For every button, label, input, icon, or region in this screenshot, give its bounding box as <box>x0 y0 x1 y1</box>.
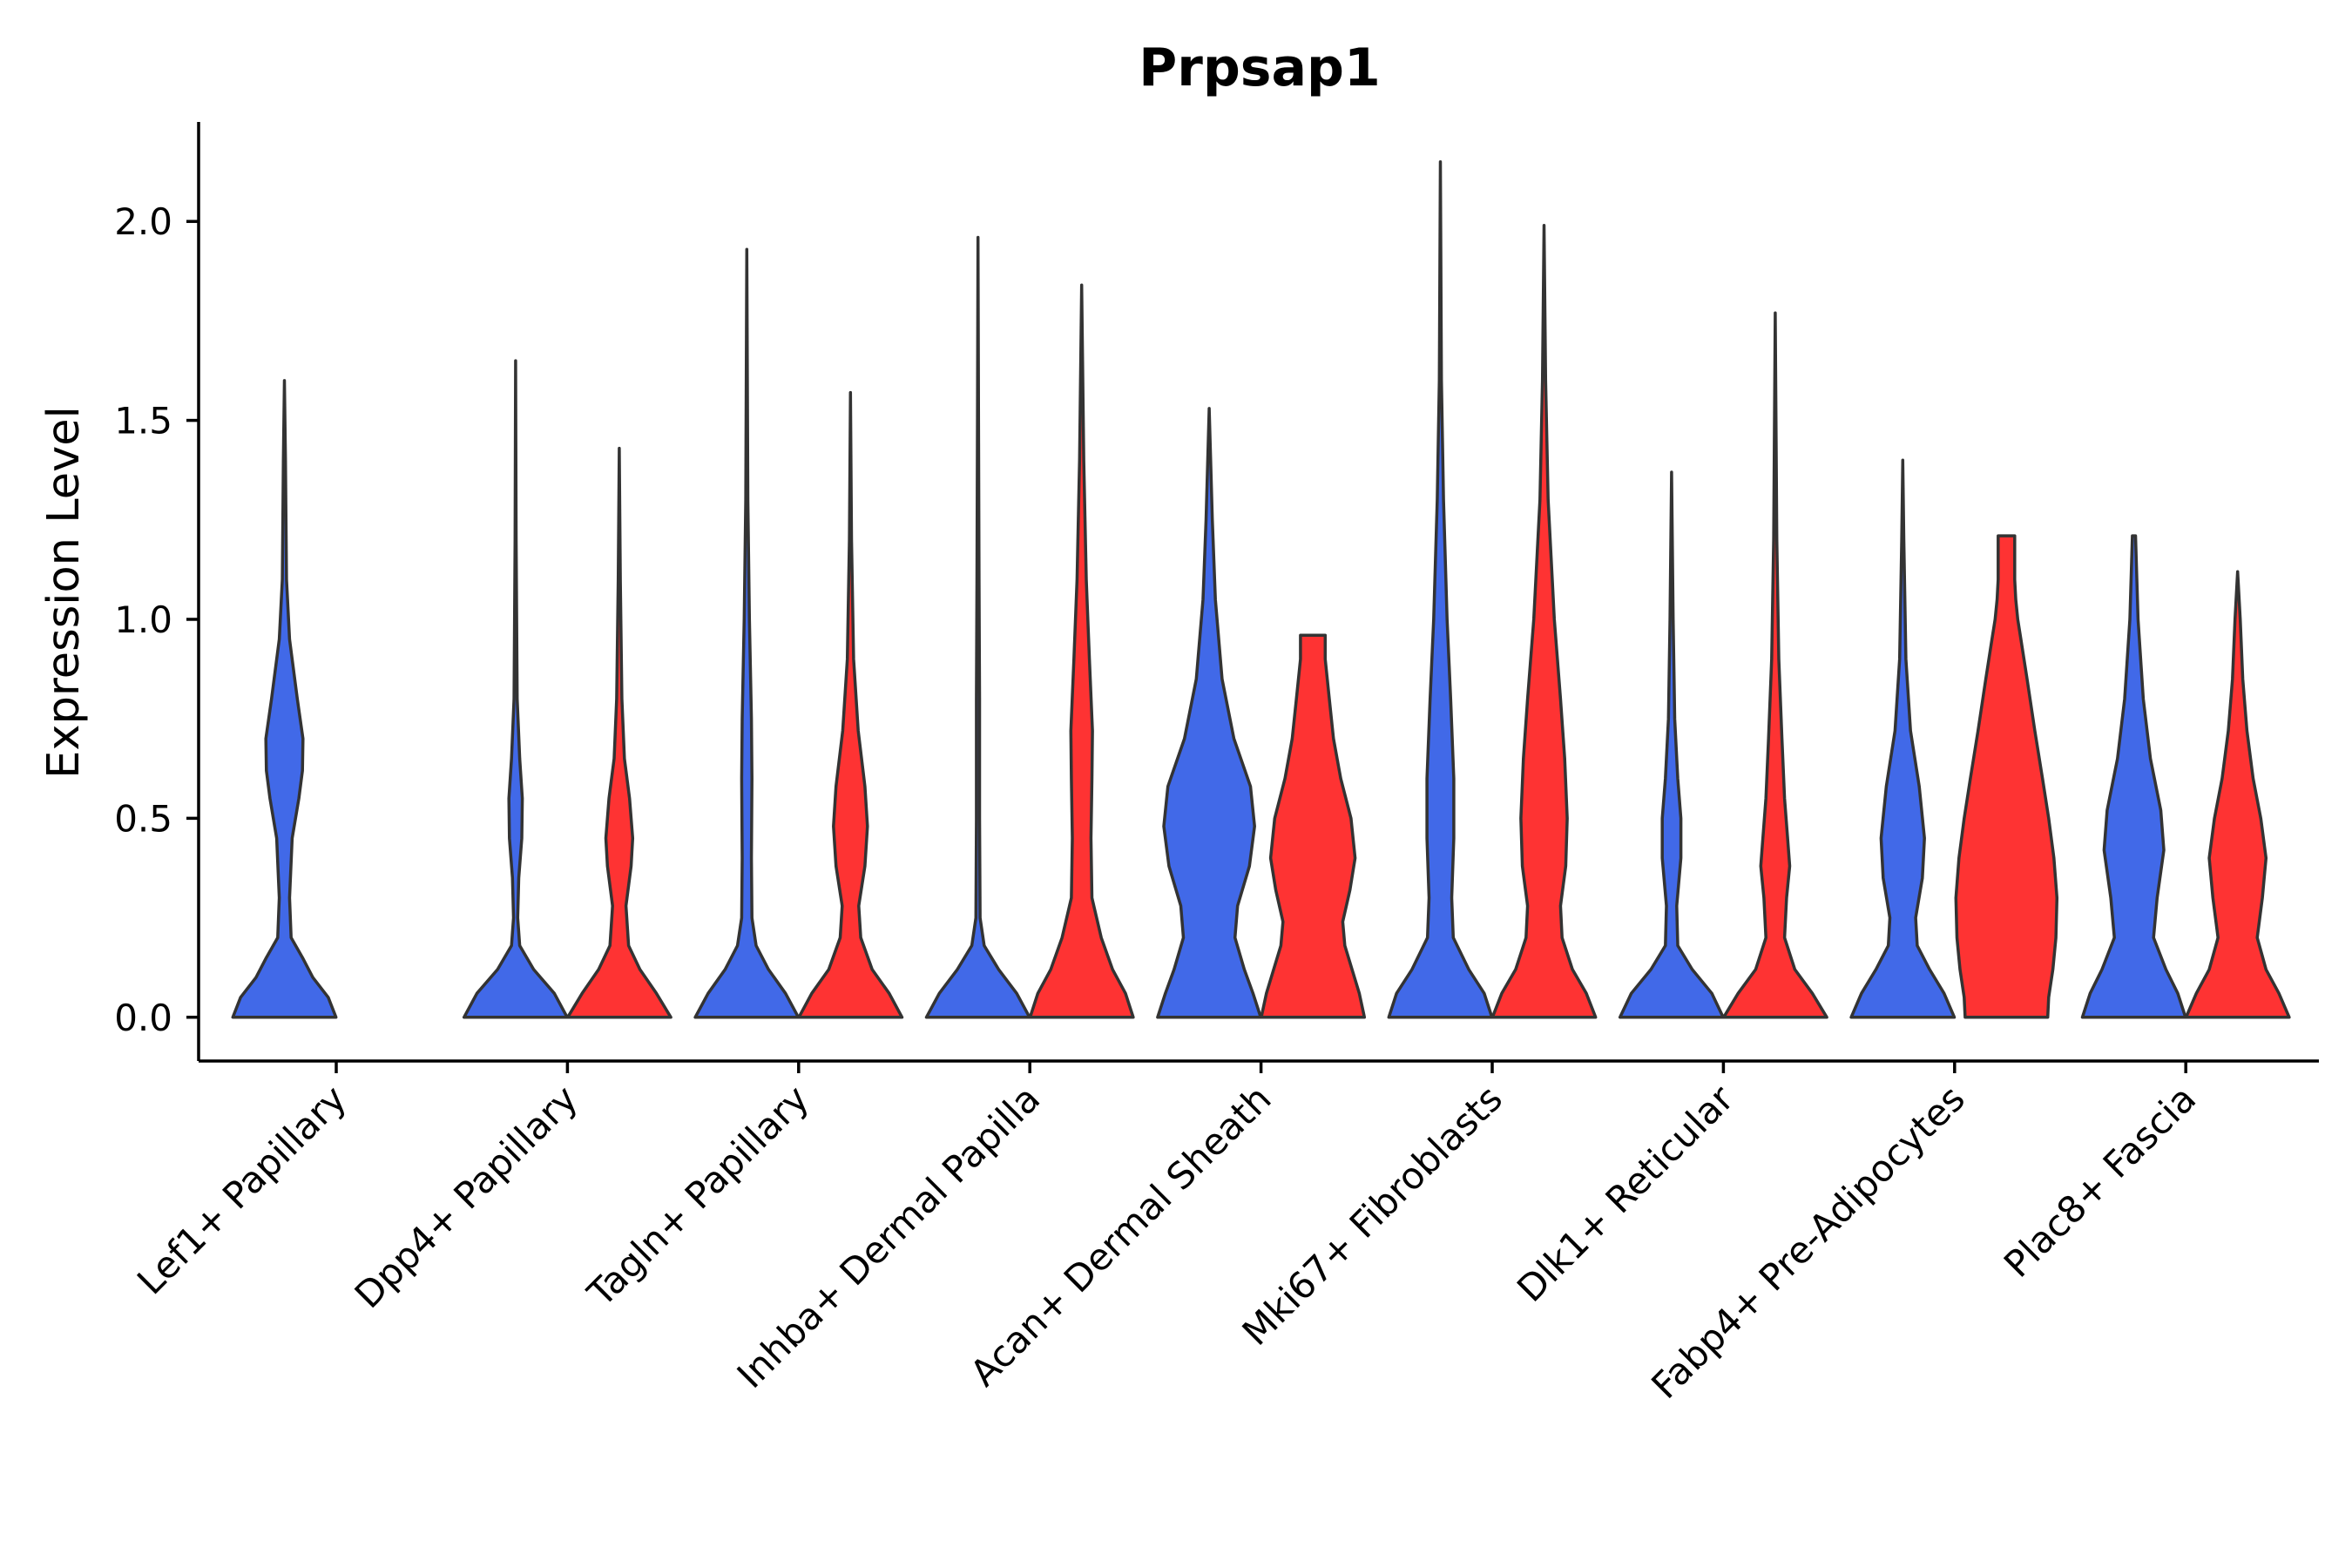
violin-group-1-8 <box>2080 534 2187 1019</box>
x-tick-label: Plac8+ Fascia <box>1996 1077 2204 1285</box>
x-tick-label: Mki67+ Fibroblasts <box>1234 1077 1511 1353</box>
x-tick-label: Tagln+ Papillary <box>578 1077 816 1315</box>
violin-group-1-6 <box>1618 470 1725 1019</box>
y-tick-label: 0.0 <box>114 997 172 1039</box>
violin-group-1-4 <box>1156 407 1263 1019</box>
violin-group-1-7 <box>1849 458 1957 1019</box>
y-tick-label: 1.0 <box>114 598 172 641</box>
y-tick-label: 2.0 <box>114 200 172 243</box>
chart-title: Prpsap1 <box>1139 37 1380 98</box>
x-tick-label: Dlk1+ Reticular <box>1509 1077 1742 1310</box>
y-axis-label: Expression Level <box>38 406 90 779</box>
violin-group-2-3 <box>1028 283 1135 1019</box>
violin-group-2-1 <box>565 446 672 1019</box>
y-tick-label: 0.5 <box>114 797 172 840</box>
violin-group-1-0 <box>231 379 338 1019</box>
violin-group-1-5 <box>1387 159 1494 1019</box>
violin-group-2-6 <box>1721 311 1828 1019</box>
x-tick-label: Dpp4+ Papillary <box>347 1077 586 1316</box>
violin-group-1-3 <box>924 235 1031 1019</box>
violins-layer <box>231 159 2291 1019</box>
violin-group-1-1 <box>462 359 569 1019</box>
violin-group-2-7 <box>1954 534 2059 1019</box>
violin-group-2-5 <box>1490 224 1598 1019</box>
violin-group-2-8 <box>2184 570 2291 1019</box>
violin-group-2-4 <box>1260 633 1367 1019</box>
violin-group-2-2 <box>797 390 904 1019</box>
y-tick-label: 1.5 <box>114 400 172 443</box>
axes-layer <box>197 122 2319 1063</box>
x-tick-label: Lef1+ Papillary <box>129 1077 355 1302</box>
violin-group-1-2 <box>693 247 801 1019</box>
